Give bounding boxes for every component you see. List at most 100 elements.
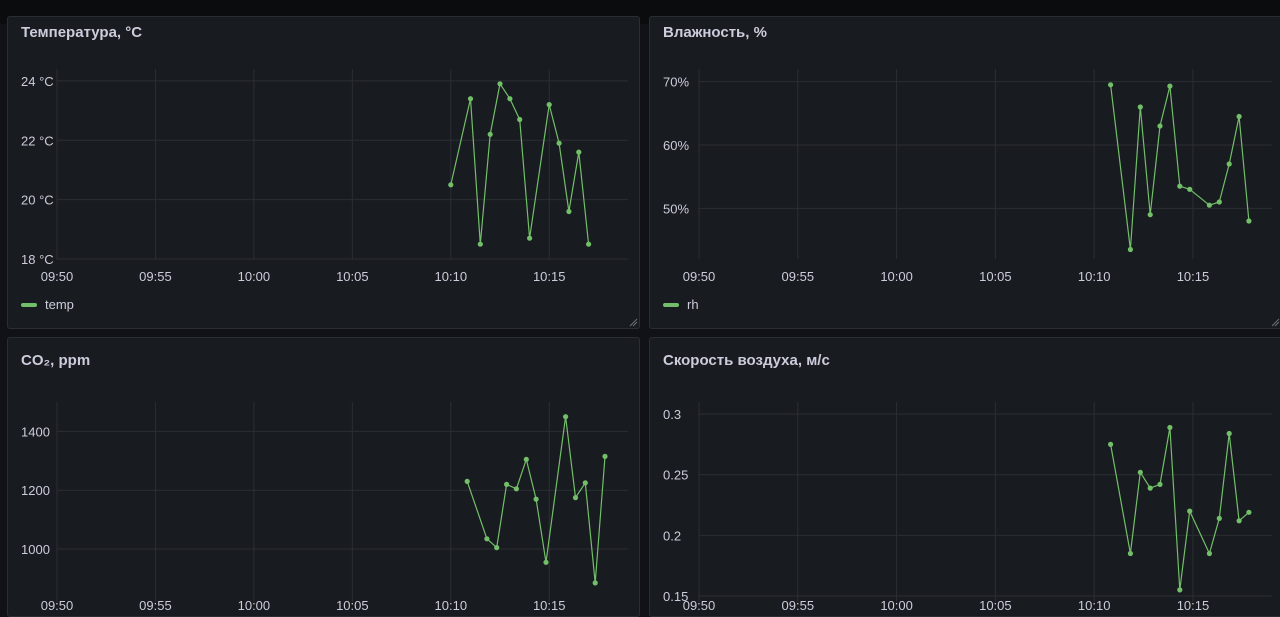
y-tick-label: 1400 [21,424,50,439]
data-point[interactable] [533,496,539,502]
y-tick-label: 0.3 [663,407,681,422]
panel-title: CO₂, ppm [21,352,91,369]
data-point[interactable] [1167,83,1173,89]
legend-label: temp [45,297,74,312]
data-point[interactable] [517,116,523,123]
data-point[interactable] [563,414,569,420]
series-line [1110,84,1250,251]
data-point[interactable] [1246,218,1252,224]
humidity-chart: 09:50 09:55 10:00 10:05 10:10 10:15 50% 60% 70% [663,69,1272,284]
x-tick-label: 09:50 [683,269,716,284]
data-point[interactable] [507,96,513,102]
data-point[interactable] [1187,186,1193,192]
panel-air-speed: Скорость воздуха, м/с 09:50 09:55 10:00 10:… [649,337,1280,617]
data-point[interactable] [1236,518,1242,524]
data-point[interactable] [464,478,470,484]
series-line [1110,426,1250,591]
data-point[interactable] [1177,587,1183,593]
data-point[interactable] [1206,550,1212,557]
data-point[interactable] [1108,441,1114,447]
temperature-chart: 09:50 09:55 10:00 10:05 10:10 10:15 18 °C 20 °C… [21,69,628,284]
data-point[interactable] [592,580,598,586]
data-point[interactable] [1147,485,1153,491]
data-point[interactable] [448,182,454,188]
legend-swatch [21,302,37,307]
y-tick-label: 1200 [21,483,50,498]
y-tick-label: 70% [663,75,689,90]
data-point[interactable] [497,81,503,87]
data-point[interactable] [1127,550,1133,557]
data-point[interactable] [1236,113,1242,120]
data-point[interactable] [1226,161,1232,167]
data-point[interactable] [566,208,572,215]
data-point[interactable] [527,235,533,241]
x-tick-label: 09:50 [41,269,74,284]
legend-swatch [663,302,679,307]
y-tick-label: 1000 [21,542,50,557]
x-tick-label: 10:10 [435,269,468,284]
data-point[interactable] [1177,183,1183,189]
data-point[interactable] [504,481,510,487]
data-point[interactable] [1167,424,1173,431]
panel-title: Влажность, % [663,24,767,41]
panel-title: Скорость воздуха, м/с [663,352,830,369]
y-tick-label: 0.15 [663,589,688,604]
data-point[interactable] [1216,199,1222,205]
resize-handle-icon[interactable] [1270,317,1280,327]
data-point[interactable] [602,453,608,459]
x-tick-label: 10:15 [533,269,566,284]
data-point[interactable] [1137,104,1143,110]
data-point[interactable] [477,241,483,247]
data-point[interactable] [586,241,592,247]
panel-humidity: Влажность, % 09:50 09:55 10:00 10:05 10:10 10… [649,16,1280,329]
series-line [450,83,590,245]
data-point[interactable] [572,495,579,501]
co2-chart: 09:50 09:55 10:00 10:05 10:10 10:151000120014… [21,402,628,613]
data-point[interactable] [1157,123,1163,129]
data-point[interactable] [1216,515,1222,521]
data-point[interactable] [582,480,588,486]
data-point[interactable] [546,102,552,108]
x-tick-label: 10:15 [1177,269,1210,284]
data-point[interactable] [1137,469,1143,475]
data-point[interactable] [576,149,582,155]
panel-title: Температура, °C [21,24,143,41]
data-point[interactable] [556,140,562,146]
x-tick-label: 10:05 [979,269,1012,284]
legend-label: rh [687,297,699,312]
y-tick-label: 18 °C [21,252,54,267]
data-point[interactable] [1157,481,1163,487]
panel-temperature: Температура, °C 09:50 09:55 10:00 10:05 10:1… [7,16,640,329]
data-point[interactable] [494,545,500,551]
data-point[interactable] [484,536,490,542]
data-point[interactable] [1127,246,1133,253]
data-point[interactable] [543,559,549,565]
data-point[interactable] [1108,82,1114,88]
data-point[interactable] [523,456,529,462]
x-tick-label: 09:55 [782,269,815,284]
data-point[interactable] [1246,509,1252,515]
resize-handle-icon[interactable] [628,317,638,327]
x-tick-label: 10:10 [1078,269,1111,284]
data-point[interactable] [1226,430,1232,437]
x-tick-label: 10:00 [238,269,271,284]
legend[interactable]: temp [21,297,74,312]
data-point[interactable] [1187,508,1193,514]
y-tick-label: 0.2 [663,528,681,543]
air-speed-chart: 09:50 09:55 10:00 10:05 10:10 10:150.150.20.2… [663,402,1272,613]
data-point[interactable] [467,96,474,102]
data-point[interactable] [1147,212,1153,218]
data-point[interactable] [513,486,519,492]
y-tick-label: 24 °C [21,74,54,89]
legend[interactable]: rh [663,297,699,312]
data-point[interactable] [1206,202,1212,208]
data-point[interactable] [487,131,493,137]
y-tick-label: 0.25 [663,468,688,483]
y-tick-label: 22 °C [21,133,54,148]
x-tick-label: 09:55 [139,269,172,284]
x-tick-label: 10:00 [880,269,913,284]
y-tick-label: 50% [663,201,689,216]
panel-co2: CO₂, ppm 09:50 09:55 10:00 10:05 10:10 10:15 1… [7,337,640,617]
y-tick-label: 20 °C [21,193,54,208]
y-tick-label: 60% [663,138,689,153]
